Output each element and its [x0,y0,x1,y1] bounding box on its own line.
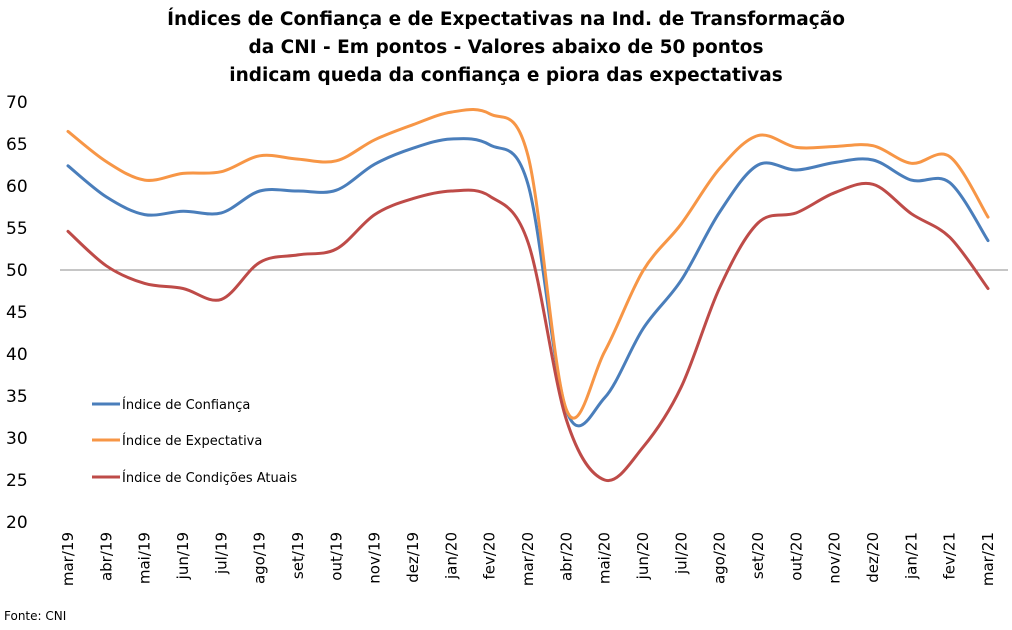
x-tick-label: jul/19 [212,532,230,575]
legend-label-confianca: Índice de Confiança [122,397,250,413]
x-tick-label: nov/19 [366,532,384,584]
x-tick-label: set/19 [289,532,307,579]
y-tick-label: 20 [6,513,28,533]
x-axis: mar/19 abr/19 mai/19 jun/19 jul/19 ago/19 set/… [59,532,997,586]
x-tick-label: jan/21 [902,532,920,580]
x-tick-label: set/20 [749,532,767,579]
x-tick-label: fev/20 [481,532,499,580]
x-tick-label: jun/19 [174,532,192,580]
y-tick-label: 50 [6,261,28,281]
source-note: Fonte: CNI [4,609,67,623]
x-tick-label: mai/19 [136,532,154,584]
y-tick-label: 40 [6,345,28,365]
x-tick-label: mar/20 [519,532,537,586]
y-tick-label: 65 [6,135,28,155]
x-tick-label: dez/19 [404,532,422,583]
y-axis: 20 25 30 35 40 45 50 55 60 65 70 [6,93,28,533]
legend: Índice de Confiança Índice de Expectativa… [92,397,297,486]
x-tick-label: mai/20 [596,532,614,584]
x-tick-label: out/20 [787,532,805,581]
x-tick-label: mar/21 [979,532,997,586]
x-tick-label: fev/21 [941,532,959,580]
x-tick-label: out/19 [327,532,345,581]
series-group [66,108,990,483]
chart-title-line-3: indicam queda da confiança e piora das e… [229,65,783,86]
chart-title-line-1: Índices de Confiança e de Expectativas n… [167,9,845,30]
y-tick-label: 55 [6,219,28,239]
legend-label-condicoes-atuais: Índice de Condições Atuais [122,470,297,486]
chart-title-line-2: da CNI - Em pontos - Valores abaixo de 5… [248,37,764,58]
x-tick-label: ago/20 [711,532,729,584]
y-tick-label: 35 [6,387,28,407]
series-line-condicoes-atuais [66,181,990,483]
x-tick-label: jul/20 [672,532,690,575]
x-tick-label: jun/20 [634,532,652,580]
series-line-expectativa [66,108,990,420]
x-tick-label: nov/20 [826,532,844,584]
y-tick-label: 25 [6,471,28,491]
y-tick-label: 45 [6,303,28,323]
x-tick-label: abr/20 [557,532,575,581]
series-line-confianca [66,137,990,428]
chart-title: Índices de Confiança e de Expectativas n… [0,6,1012,90]
x-tick-label: ago/19 [251,532,269,584]
y-tick-label: 60 [6,177,28,197]
x-tick-label: abr/19 [97,532,115,581]
legend-label-expectativa: Índice de Expectativa [122,433,262,449]
x-tick-label: dez/20 [864,532,882,583]
y-tick-label: 30 [6,429,28,449]
x-tick-label: mar/19 [59,532,77,586]
x-tick-label: jan/20 [442,532,460,580]
y-tick-label: 70 [6,93,28,113]
